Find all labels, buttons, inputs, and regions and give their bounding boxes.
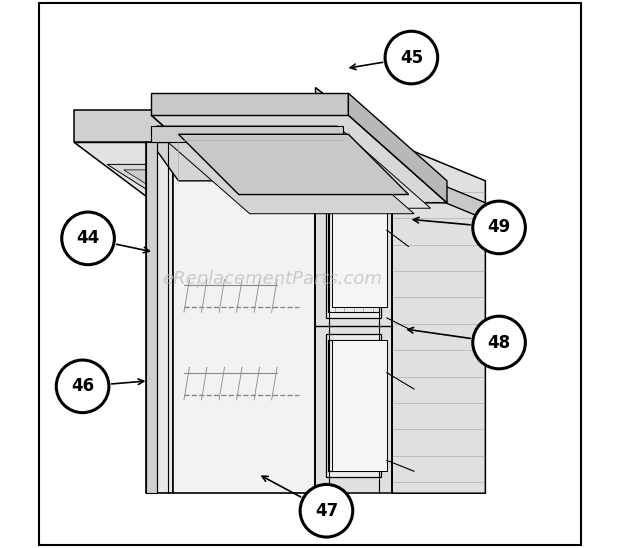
Circle shape [473, 201, 525, 254]
Polygon shape [157, 126, 430, 208]
Polygon shape [316, 88, 403, 175]
Polygon shape [348, 93, 447, 203]
Circle shape [56, 360, 109, 413]
Polygon shape [316, 142, 420, 181]
Circle shape [62, 212, 114, 265]
Text: eReplacementParts.com: eReplacementParts.com [162, 271, 381, 288]
Polygon shape [162, 137, 414, 214]
Polygon shape [392, 164, 485, 219]
Polygon shape [179, 134, 409, 195]
Polygon shape [392, 142, 485, 493]
Circle shape [385, 31, 438, 84]
Polygon shape [332, 340, 387, 471]
Circle shape [185, 163, 210, 187]
Text: 46: 46 [71, 378, 94, 395]
Polygon shape [173, 142, 316, 493]
Polygon shape [74, 142, 409, 208]
Text: 49: 49 [487, 219, 511, 236]
Polygon shape [272, 115, 321, 132]
Polygon shape [327, 334, 381, 477]
Polygon shape [107, 164, 365, 203]
Polygon shape [321, 93, 403, 175]
Polygon shape [327, 164, 381, 318]
Text: 47: 47 [315, 502, 338, 520]
Polygon shape [321, 110, 409, 208]
Text: 45: 45 [400, 49, 423, 66]
Polygon shape [151, 115, 447, 203]
Circle shape [473, 316, 525, 369]
Polygon shape [146, 142, 157, 493]
Polygon shape [123, 170, 337, 197]
Polygon shape [151, 93, 348, 115]
Polygon shape [74, 110, 321, 142]
Text: 48: 48 [487, 334, 511, 351]
Polygon shape [151, 142, 343, 181]
Polygon shape [151, 142, 173, 493]
Polygon shape [332, 175, 387, 307]
Text: 44: 44 [76, 230, 100, 247]
Circle shape [300, 484, 353, 537]
Polygon shape [151, 126, 343, 142]
Polygon shape [316, 142, 392, 493]
